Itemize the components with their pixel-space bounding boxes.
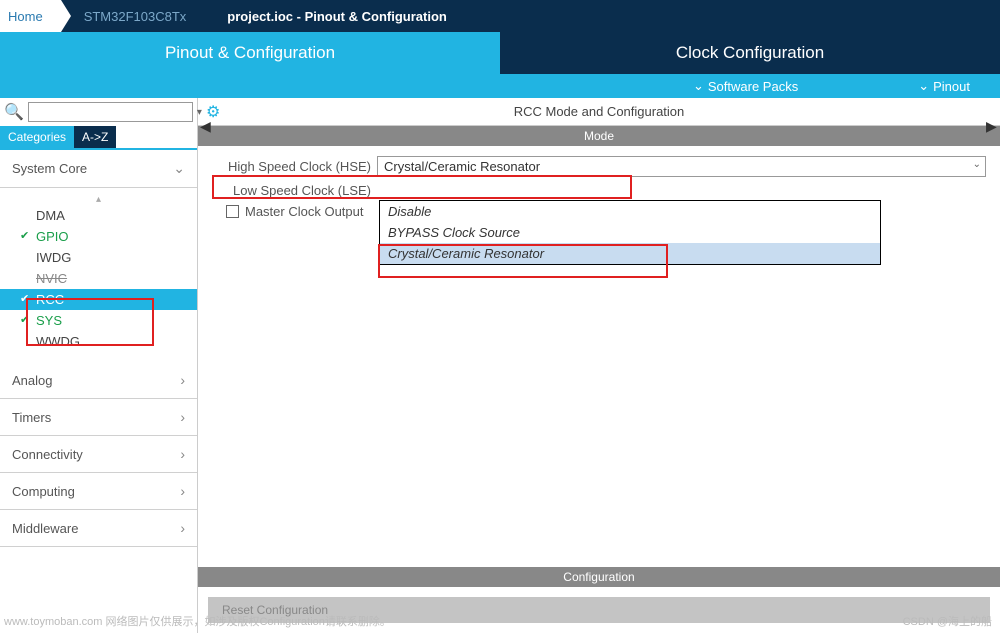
- chevron-right-icon: ›: [180, 446, 185, 462]
- watermark-right: CSDN @海上的船: [903, 613, 992, 629]
- lse-dropdown-list: Disable BYPASS Clock Source Crystal/Cera…: [379, 200, 881, 265]
- section-analog[interactable]: Analog›: [0, 362, 197, 399]
- sidebar: 🔍 ▾ ⚙ Categories A->Z System Core ⌄ ▴ DM…: [0, 98, 198, 633]
- section-middleware[interactable]: Middleware›: [0, 510, 197, 547]
- pinout-menu[interactable]: ⌄Pinout: [918, 78, 970, 94]
- system-core-tree: ▴ DMA GPIO IWDG NVIC RCC SYS WWDG: [0, 188, 197, 362]
- scroll-right-icon[interactable]: ▶: [986, 118, 996, 134]
- chevron-down-icon: ⌄: [693, 78, 704, 94]
- main-tabs: Pinout & Configuration Clock Configurati…: [0, 32, 1000, 74]
- dropdown-option-disable[interactable]: Disable: [380, 201, 880, 222]
- tab-a-to-z[interactable]: A->Z: [74, 126, 116, 148]
- hse-select[interactable]: Crystal/Ceramic Resonator⌄: [377, 156, 986, 177]
- collapse-arrow-icon[interactable]: ▴: [0, 194, 197, 205]
- chevron-down-icon: ⌄: [973, 159, 981, 170]
- breadcrumb-file[interactable]: project.ioc - Pinout & Configuration: [205, 0, 466, 32]
- section-computing[interactable]: Computing›: [0, 473, 197, 510]
- chevron-right-icon: ›: [180, 520, 185, 536]
- chevron-right-icon: ›: [180, 409, 185, 425]
- configuration-header: Configuration: [198, 567, 1000, 587]
- sub-toolbar: ⌄Software Packs ⌄Pinout: [0, 74, 1000, 98]
- chevron-down-icon: ⌄: [173, 160, 185, 177]
- mode-header: Mode: [198, 126, 1000, 146]
- breadcrumb-chip[interactable]: STM32F103C8Tx: [62, 0, 206, 32]
- tree-item-rcc[interactable]: RCC: [0, 289, 197, 310]
- chevron-down-icon: ⌄: [918, 78, 929, 94]
- tree-item-dma[interactable]: DMA: [0, 205, 197, 226]
- section-system-core[interactable]: System Core ⌄: [0, 150, 197, 188]
- watermark-left: www.toymoban.com 网络图片仅供展示，如涉及版权Configura…: [4, 613, 391, 629]
- search-icon[interactable]: 🔍: [4, 102, 24, 122]
- tree-item-iwdg[interactable]: IWDG: [0, 247, 197, 268]
- panel-title: RCC Mode and Configuration: [198, 98, 1000, 126]
- tab-clock-config[interactable]: Clock Configuration: [500, 32, 1000, 74]
- chevron-right-icon: ›: [180, 483, 185, 499]
- dropdown-option-crystal[interactable]: Crystal/Ceramic Resonator: [380, 243, 880, 264]
- tab-categories[interactable]: Categories: [0, 126, 74, 148]
- tab-pinout-config[interactable]: Pinout & Configuration: [0, 32, 500, 74]
- chevron-right-icon: ›: [180, 372, 185, 388]
- mco-checkbox[interactable]: [226, 205, 239, 218]
- software-packs-menu[interactable]: ⌄Software Packs: [693, 78, 798, 94]
- config-panel: RCC Mode and Configuration Mode High Spe…: [198, 98, 1000, 633]
- section-connectivity[interactable]: Connectivity›: [0, 436, 197, 473]
- breadcrumb: Home STM32F103C8Tx project.ioc - Pinout …: [0, 0, 1000, 32]
- lse-label: Low Speed Clock (LSE): [212, 183, 377, 198]
- breadcrumb-home[interactable]: Home: [0, 0, 62, 32]
- section-timers[interactable]: Timers›: [0, 399, 197, 436]
- search-input[interactable]: [28, 102, 193, 122]
- tree-item-gpio[interactable]: GPIO: [0, 226, 197, 247]
- tree-item-sys[interactable]: SYS: [0, 310, 197, 331]
- scroll-left-icon[interactable]: ◀: [200, 118, 210, 134]
- hse-label: High Speed Clock (HSE): [212, 159, 377, 174]
- tree-item-wwdg[interactable]: WWDG: [0, 331, 197, 352]
- tree-item-nvic[interactable]: NVIC: [0, 268, 197, 289]
- mco-label: Master Clock Output: [245, 204, 364, 219]
- dropdown-option-bypass[interactable]: BYPASS Clock Source: [380, 222, 880, 243]
